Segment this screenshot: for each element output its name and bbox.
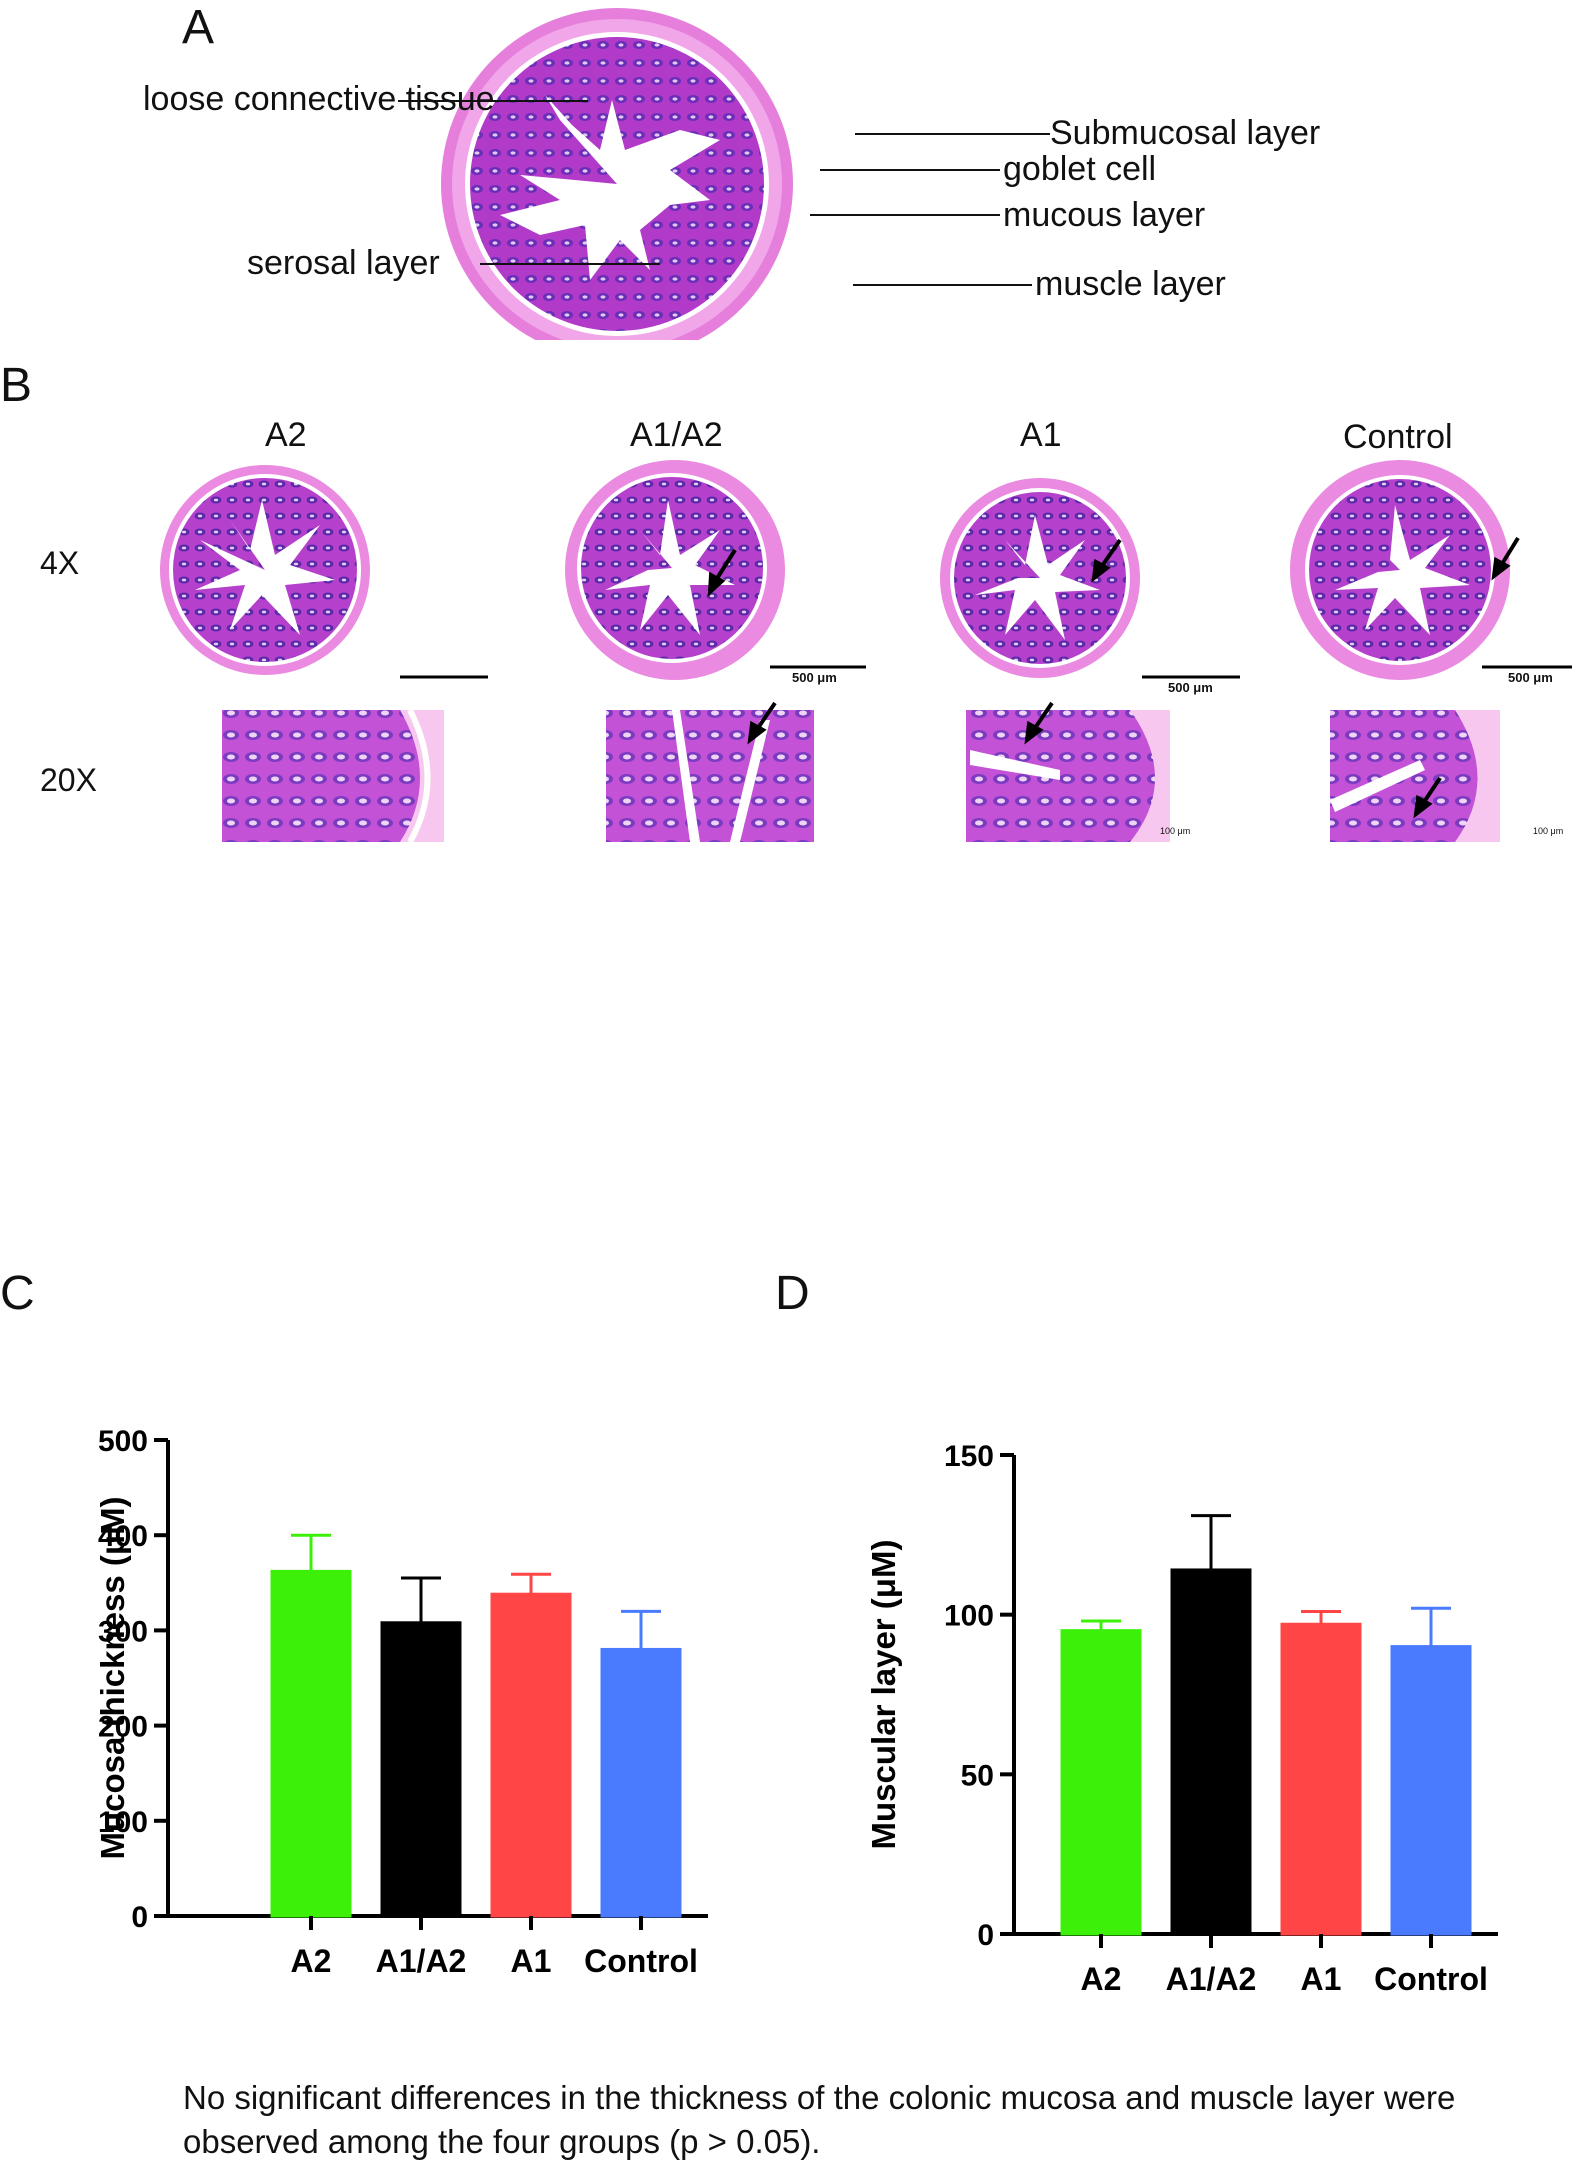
bar-a2 [1060, 1629, 1142, 1936]
y-tick-label: 500 [98, 1425, 148, 1458]
y-tick-label: 300 [98, 1615, 148, 1648]
panel-c-letter: C [0, 1267, 35, 1320]
group-label-a1a2: A1/A2 [630, 416, 723, 454]
image-a1a2-4x [565, 460, 785, 680]
y-tick-label: 50 [961, 1759, 994, 1792]
scale-label-control-20x: 100 μm [1533, 826, 1564, 836]
arrow-markers-20x [747, 701, 1442, 819]
image-control-4x [1290, 460, 1510, 680]
panel-b-letter: B [0, 359, 33, 412]
bar-a1a2 [1170, 1568, 1252, 1936]
image-a1-20x [966, 710, 1170, 842]
y-tick-label: 100 [944, 1600, 994, 1633]
y-tick-label: 150 [944, 1440, 994, 1473]
y-tick-label: 200 [98, 1711, 148, 1744]
group-label-control: Control [1343, 418, 1453, 456]
x-tick-label: A1 [1301, 1961, 1342, 1997]
panel-a-histology [441, 8, 793, 340]
x-tick-label: Control [1374, 1961, 1488, 1997]
arrow-markers-4x [707, 536, 1520, 597]
label-loose-connective-tissue: loose connective tissue [143, 80, 495, 118]
panel-a-letter: A [182, 1, 215, 54]
label-goblet-cell: goblet cell [1003, 150, 1157, 188]
x-tick-label: A1/A2 [1166, 1961, 1257, 1997]
scale-label-control: 500 μm [1508, 670, 1553, 685]
bar-control [600, 1647, 682, 1918]
scale-label-a1a2: 500 μm [792, 670, 837, 685]
image-a1-4x [940, 478, 1140, 678]
scale-label-a1: 500 μm [1168, 680, 1213, 695]
x-tick-label: A2 [1081, 1961, 1122, 1997]
bar-control [1390, 1645, 1472, 1936]
image-a2-20x [222, 708, 444, 844]
label-serosal-layer: serosal layer [247, 244, 440, 282]
group-label-a1: A1 [1020, 416, 1062, 454]
label-mucous-layer: mucous layer [1003, 196, 1206, 234]
panel-d-letter: D [775, 1267, 810, 1320]
bar-a1 [490, 1592, 572, 1918]
x-tick-label: Control [584, 1943, 698, 1979]
scale-label-a1-20x: 100 μm [1160, 826, 1191, 836]
label-muscle-layer: muscle layer [1035, 265, 1226, 303]
panel-b-histology-grid [160, 460, 1572, 844]
figure-caption: No significant differences in the thickn… [183, 2079, 1456, 2160]
x-tick-label: A1 [511, 1943, 552, 1979]
bar-a2 [270, 1569, 352, 1918]
y-tick-label: 0 [131, 1901, 148, 1934]
y-axis-label: Mucosa thickness (μM) [94, 1496, 131, 1859]
y-tick-label: 0 [977, 1919, 994, 1952]
group-label-a2: A2 [265, 416, 307, 454]
image-control-20x [1330, 710, 1500, 842]
image-a1a2-20x [606, 710, 814, 842]
magnification-4x: 4X [40, 545, 80, 581]
label-submucosal-layer: Submucosal layer [1050, 114, 1321, 152]
scale-bars-4x [400, 665, 1572, 679]
y-tick-label: 400 [98, 1520, 148, 1553]
y-axis-label: Muscular layer (μM) [865, 1540, 902, 1850]
bar-a1a2 [380, 1621, 462, 1918]
image-a2-4x [160, 465, 370, 675]
bar-a1 [1280, 1622, 1362, 1936]
magnification-20x: 20X [40, 762, 97, 798]
y-tick-label: 100 [98, 1806, 148, 1839]
chart-d-muscular-layer: 0 50 100 150 Muscular layer (μM) A2 A1/A2 A1 Con… [865, 1440, 1498, 1997]
x-tick-label: A2 [291, 1943, 332, 1979]
x-tick-label: A1/A2 [376, 1943, 467, 1979]
chart-c-mucosa-thickness: 0 100 200 300 400 500 Mucosa thickness (μM) A2 A… [94, 1425, 708, 1979]
panel-a-leaders [398, 100, 1050, 286]
